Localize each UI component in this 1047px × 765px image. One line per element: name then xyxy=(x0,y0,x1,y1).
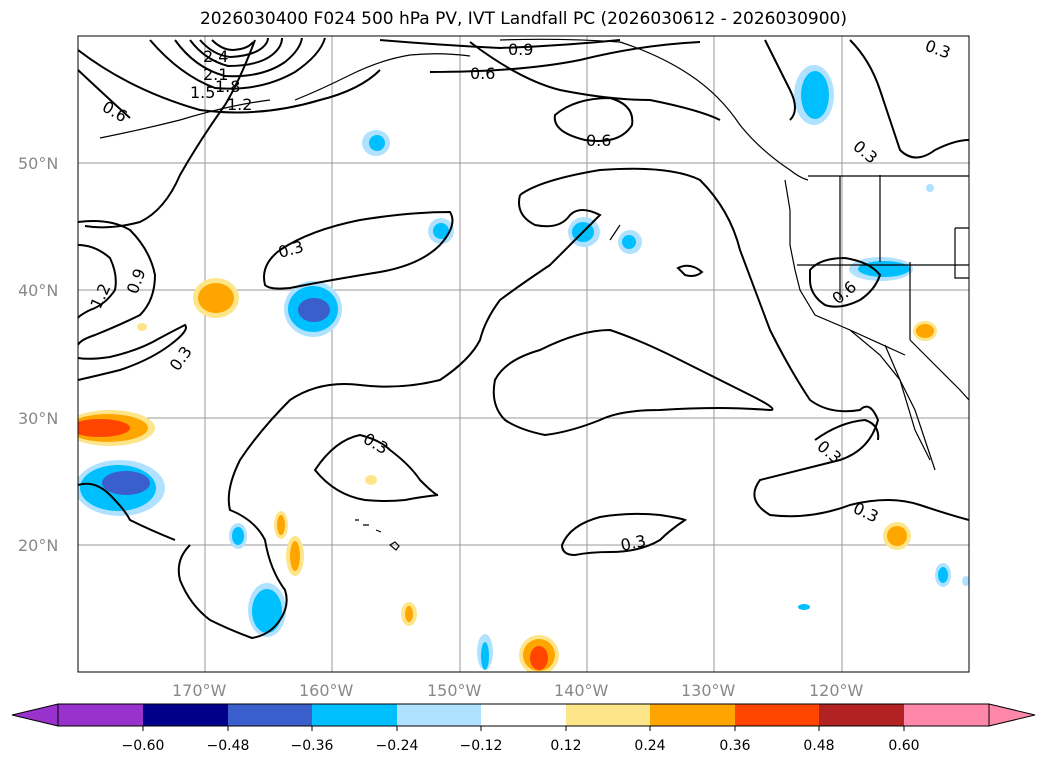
pv-contours xyxy=(78,37,969,640)
lat-label: 30°N xyxy=(18,409,58,428)
colorbar-tick-label: 0.36 xyxy=(719,738,750,754)
colorbar-extend-min xyxy=(11,703,59,727)
contour-label: 0.6 xyxy=(586,131,611,150)
contour-label: 2.1 xyxy=(203,65,228,84)
map-area xyxy=(78,36,969,672)
gridlines xyxy=(78,36,969,672)
contour-label: 2.4 xyxy=(203,47,228,66)
colorbar-tick-label: −0.48 xyxy=(207,738,250,754)
colorbar-tick-label: 0.48 xyxy=(803,738,834,754)
colorbar-tick-label: −0.60 xyxy=(122,738,165,754)
contour-label: 0.6 xyxy=(470,64,495,83)
longitude-labels: 170°W 160°W 150°W 140°W 130°W 120°W xyxy=(172,681,864,700)
colorbar-segment xyxy=(566,704,651,726)
colorbar-tick-label: 0.12 xyxy=(550,738,581,754)
colorbar-tick-label: 0.24 xyxy=(634,738,665,754)
lat-label: 40°N xyxy=(18,281,58,300)
colorbar-tick-label: 0.60 xyxy=(888,738,919,754)
colorbar-segment xyxy=(397,704,481,726)
ivt-positive-fills xyxy=(78,278,937,672)
colorbar-segment xyxy=(481,704,566,726)
lon-label: 140°W xyxy=(554,681,609,700)
colorbar-tick-label: −0.12 xyxy=(460,738,503,754)
contour-label: 1.2 xyxy=(227,95,252,114)
lon-label: 160°W xyxy=(299,681,354,700)
lat-label: 50°N xyxy=(18,154,58,173)
latitude-labels: 50°N 40°N 30°N 20°N xyxy=(18,154,58,555)
colorbar-segment xyxy=(312,704,397,726)
colorbar-segment xyxy=(58,704,143,726)
lon-label: 130°W xyxy=(681,681,736,700)
lon-label: 120°W xyxy=(809,681,864,700)
contour-label: 0.3 xyxy=(619,531,648,555)
colorbar-tick-label: −0.24 xyxy=(376,738,419,754)
colorbar-segment xyxy=(904,704,989,726)
plot-title: 2026030400 F024 500 hPa PV, IVT Landfall… xyxy=(199,9,847,29)
contour-label: 1.5 xyxy=(190,83,215,102)
colorbar-segment xyxy=(735,704,819,726)
colorbar-segment xyxy=(143,704,228,726)
contour-label: 1.8 xyxy=(215,77,240,96)
colorbar-segment xyxy=(819,704,904,726)
colorbar-frame xyxy=(57,703,990,727)
coastlines xyxy=(99,38,969,551)
lat-label: 20°N xyxy=(18,536,58,555)
map-frame xyxy=(77,35,970,673)
colorbar: −0.60 −0.48 −0.36 −0.24 −0.12 0.12 0.24 … xyxy=(11,703,1036,754)
lon-label: 150°W xyxy=(427,681,482,700)
colorbar-tick-label: −0.36 xyxy=(291,738,334,754)
colorbar-segment xyxy=(650,704,735,726)
lon-label: 170°W xyxy=(172,681,227,700)
colorbar-segment xyxy=(228,704,313,726)
contour-label: 0.9 xyxy=(508,40,533,59)
colorbar-extend-max xyxy=(988,703,1036,727)
